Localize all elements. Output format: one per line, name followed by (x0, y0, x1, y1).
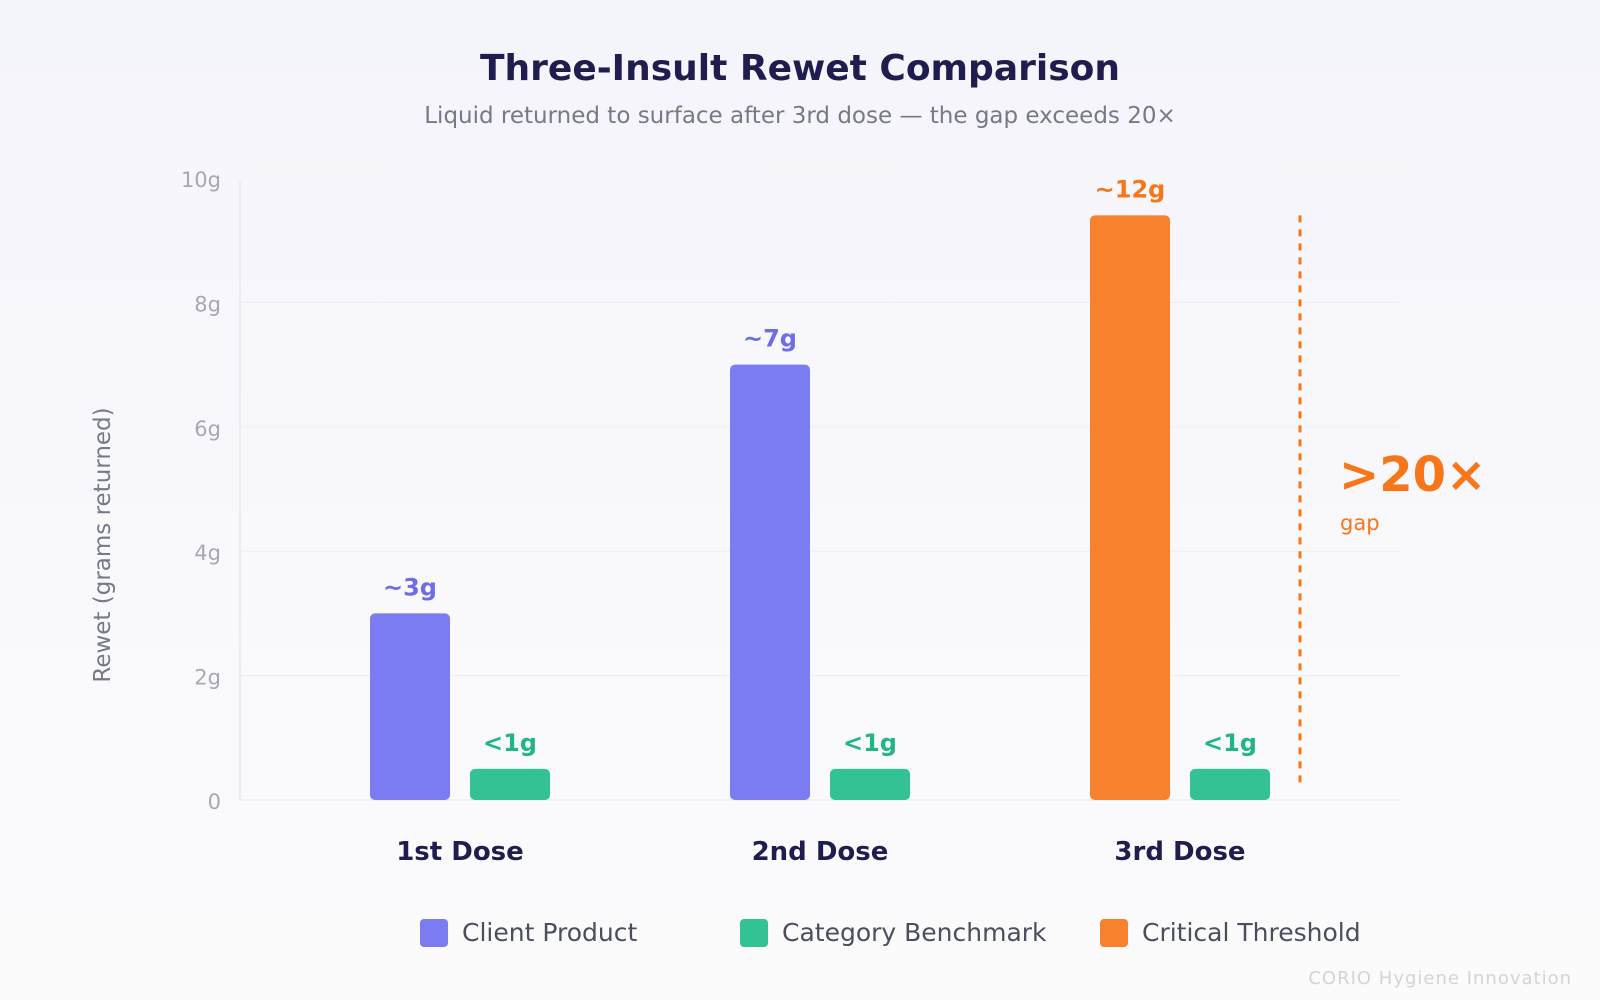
gap-annotation-value: >20× (1339, 447, 1486, 503)
brand-watermark: CORIO Hygiene Innovation (1308, 968, 1572, 989)
chart-subtitle: Liquid returned to surface after 3rd dos… (424, 103, 1176, 129)
bar-value-label: <1g (843, 729, 897, 757)
y-tick-label: 2g (194, 666, 221, 690)
gap-annotation-text: gap (1340, 511, 1380, 535)
legend-label-category-benchmark: Category Benchmark (782, 918, 1047, 947)
x-category-label: 3rd Dose (1114, 837, 1245, 867)
y-axis-label: Rewet (grams returned) (90, 407, 116, 682)
y-tick-label: 6g (194, 417, 221, 441)
chart-legend: Client Product Category Benchmark Critic… (0, 918, 1600, 954)
bar-category-benchmark (470, 768, 550, 800)
bar-client-product (730, 364, 810, 800)
bar-category-benchmark (830, 768, 910, 800)
legend-item-category-benchmark: Category Benchmark (740, 918, 1047, 947)
bar-value-label: <1g (483, 729, 537, 757)
legend-swatch-client-product (420, 918, 448, 947)
y-tick-label: 8g (194, 292, 221, 316)
legend-swatch-critical-threshold (1100, 918, 1128, 947)
chart-title: Three-Insult Rewet Comparison (479, 48, 1121, 89)
bar-value-label: ~3g (383, 573, 437, 601)
y-tick-label: 10g (181, 168, 221, 192)
legend-label-critical-threshold: Critical Threshold (1142, 918, 1361, 947)
y-tick-label: 0 (208, 790, 221, 814)
bar-value-label: <1g (1203, 729, 1257, 757)
bar-client-product (1090, 215, 1170, 800)
bar-client-product (370, 613, 450, 800)
legend-item-client-product: Client Product (420, 918, 637, 947)
legend-swatch-category-benchmark (740, 918, 768, 947)
legend-item-critical-threshold: Critical Threshold (1100, 918, 1361, 947)
bar-category-benchmark (1190, 768, 1270, 800)
y-tick-label: 4g (194, 541, 221, 565)
bar-value-label: ~7g (743, 325, 797, 353)
x-category-label: 2nd Dose (752, 837, 889, 867)
x-category-label: 1st Dose (396, 837, 524, 867)
legend-label-client-product: Client Product (462, 918, 638, 947)
bar-value-label: ~12g (1095, 175, 1166, 203)
